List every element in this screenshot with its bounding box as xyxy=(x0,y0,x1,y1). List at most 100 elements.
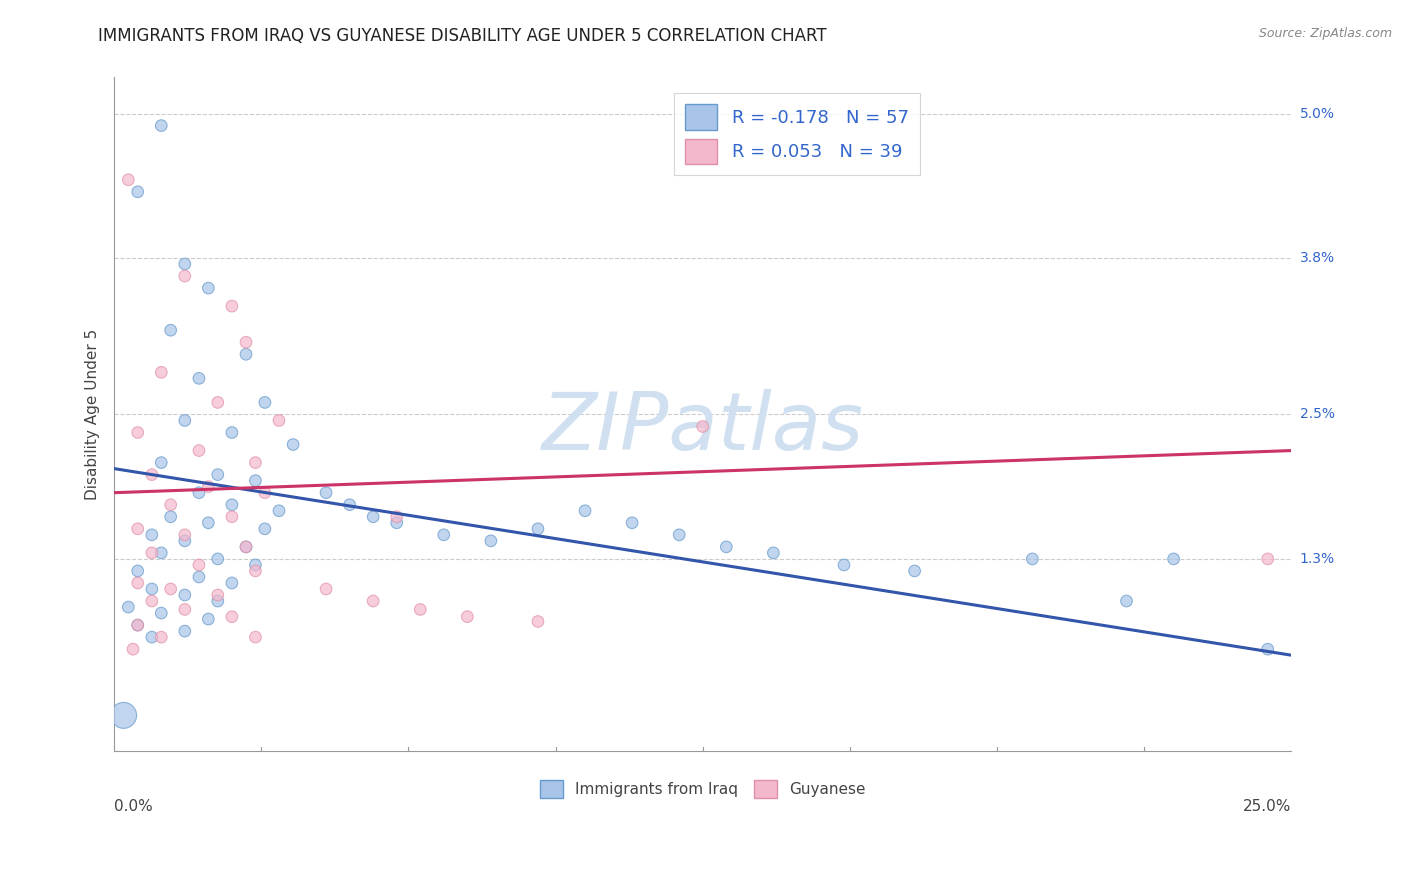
Point xyxy=(127,576,149,591)
Point xyxy=(127,618,149,632)
Point xyxy=(159,509,181,524)
Point xyxy=(221,576,243,591)
Point xyxy=(692,419,714,434)
Point xyxy=(207,588,229,602)
Point xyxy=(221,609,243,624)
Point xyxy=(127,564,149,578)
Point xyxy=(207,395,229,409)
Point xyxy=(127,425,149,440)
Point xyxy=(197,480,219,494)
Point xyxy=(187,443,209,458)
Point xyxy=(527,615,550,629)
Point xyxy=(141,528,163,542)
Point xyxy=(150,546,173,560)
Point xyxy=(150,119,173,133)
Point xyxy=(141,630,163,644)
Point xyxy=(221,498,243,512)
Point xyxy=(127,185,149,199)
Point xyxy=(1257,642,1279,657)
Point xyxy=(187,558,209,572)
Point xyxy=(385,509,408,524)
Text: 25.0%: 25.0% xyxy=(1243,798,1291,814)
Point xyxy=(173,533,195,548)
Text: Source: ZipAtlas.com: Source: ZipAtlas.com xyxy=(1258,27,1392,40)
Point xyxy=(159,323,181,337)
Point xyxy=(235,540,257,554)
Point xyxy=(762,546,785,560)
Text: 1.3%: 1.3% xyxy=(1299,552,1334,566)
Point xyxy=(159,582,181,596)
Point xyxy=(173,624,195,639)
Point xyxy=(245,630,267,644)
Point xyxy=(245,558,267,572)
Point xyxy=(159,498,181,512)
Point xyxy=(173,588,195,602)
Point xyxy=(141,582,163,596)
Point xyxy=(621,516,644,530)
Point xyxy=(433,528,456,542)
Point xyxy=(253,395,276,409)
Point xyxy=(1257,552,1279,566)
Point xyxy=(315,485,337,500)
Text: 2.5%: 2.5% xyxy=(1299,408,1334,421)
Point xyxy=(150,456,173,470)
Point xyxy=(117,173,139,187)
Point xyxy=(456,609,478,624)
Point xyxy=(173,257,195,271)
Point xyxy=(127,522,149,536)
Point xyxy=(235,347,257,361)
Point xyxy=(197,516,219,530)
Point xyxy=(1115,594,1137,608)
Point xyxy=(150,606,173,620)
Point xyxy=(527,522,550,536)
Point xyxy=(173,268,195,283)
Point xyxy=(141,467,163,482)
Legend: Immigrants from Iraq, Guyanese: Immigrants from Iraq, Guyanese xyxy=(534,773,872,805)
Point xyxy=(141,594,163,608)
Point xyxy=(267,504,290,518)
Point xyxy=(187,371,209,385)
Point xyxy=(574,504,596,518)
Point xyxy=(253,522,276,536)
Point xyxy=(361,594,384,608)
Point xyxy=(479,533,502,548)
Point xyxy=(197,612,219,626)
Point xyxy=(235,540,257,554)
Point xyxy=(117,600,139,615)
Point xyxy=(832,558,855,572)
Point xyxy=(173,413,195,427)
Point xyxy=(409,602,432,616)
Point xyxy=(339,498,361,512)
Point xyxy=(1163,552,1185,566)
Point xyxy=(207,552,229,566)
Point xyxy=(385,516,408,530)
Point xyxy=(221,425,243,440)
Point xyxy=(361,509,384,524)
Text: 5.0%: 5.0% xyxy=(1299,106,1334,120)
Point xyxy=(245,456,267,470)
Point xyxy=(221,509,243,524)
Text: IMMIGRANTS FROM IRAQ VS GUYANESE DISABILITY AGE UNDER 5 CORRELATION CHART: IMMIGRANTS FROM IRAQ VS GUYANESE DISABIL… xyxy=(98,27,827,45)
Point xyxy=(173,602,195,616)
Point xyxy=(221,299,243,313)
Point xyxy=(245,474,267,488)
Point xyxy=(150,365,173,379)
Point xyxy=(122,642,145,657)
Point xyxy=(235,335,257,350)
Point xyxy=(187,570,209,584)
Point xyxy=(904,564,927,578)
Point xyxy=(267,413,290,427)
Point xyxy=(207,467,229,482)
Point xyxy=(197,281,219,295)
Point xyxy=(187,485,209,500)
Point xyxy=(668,528,690,542)
Point xyxy=(245,564,267,578)
Point xyxy=(207,594,229,608)
Point xyxy=(141,546,163,560)
Point xyxy=(1021,552,1043,566)
Point xyxy=(150,630,173,644)
Point xyxy=(253,485,276,500)
Point xyxy=(173,528,195,542)
Y-axis label: Disability Age Under 5: Disability Age Under 5 xyxy=(86,329,100,500)
Text: ZIPatlas: ZIPatlas xyxy=(541,389,863,467)
